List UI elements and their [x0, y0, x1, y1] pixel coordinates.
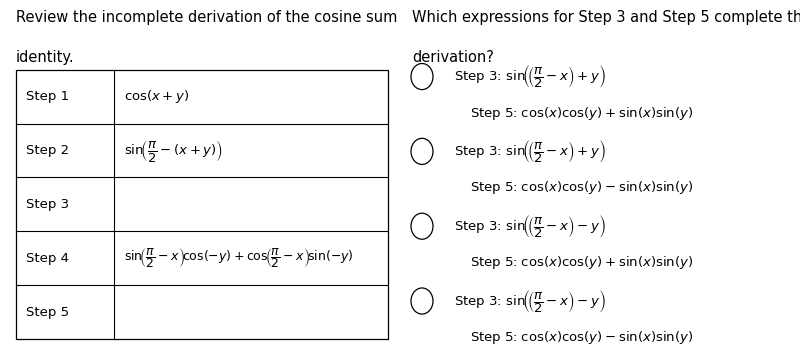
- Text: $\mathrm{sin}\!\left(\dfrac{\pi}{2} - x\right)\!\mathrm{cos}(-y) + \mathrm{cos}\: $\mathrm{sin}\!\left(\dfrac{\pi}{2} - x\…: [124, 246, 354, 270]
- Text: identity.: identity.: [16, 50, 74, 65]
- Text: Step 3: $\mathrm{sin}\!\left(\!\left(\dfrac{\pi}{2} - x\right) - y\right)$: Step 3: $\mathrm{sin}\!\left(\!\left(\df…: [454, 287, 606, 315]
- Text: Step 1: Step 1: [26, 90, 69, 103]
- Text: Step 3: Step 3: [26, 198, 69, 211]
- Text: Step 5: $\mathrm{cos}(x)\mathrm{cos}(y) - \mathrm{sin}(x)\mathrm{sin}(y)$: Step 5: $\mathrm{cos}(x)\mathrm{cos}(y) …: [470, 180, 694, 196]
- Text: Step 5: $\mathrm{cos}(x)\mathrm{cos}(y) + \mathrm{sin}(x)\mathrm{sin}(y)$: Step 5: $\mathrm{cos}(x)\mathrm{cos}(y) …: [470, 105, 694, 121]
- Text: Step 3: $\mathrm{sin}\!\left(\!\left(\dfrac{\pi}{2} - x\right) - y\right)$: Step 3: $\mathrm{sin}\!\left(\!\left(\df…: [454, 213, 606, 240]
- Text: Step 5: $\mathrm{cos}(x)\mathrm{cos}(y) + \mathrm{sin}(x)\mathrm{sin}(y)$: Step 5: $\mathrm{cos}(x)\mathrm{cos}(y) …: [470, 254, 694, 271]
- Text: $\mathrm{sin}\!\left(\dfrac{\pi}{2} - (x + y)\right)$: $\mathrm{sin}\!\left(\dfrac{\pi}{2} - (x…: [124, 137, 223, 164]
- Text: Review the incomplete derivation of the cosine sum: Review the incomplete derivation of the …: [16, 10, 398, 25]
- Text: $\mathrm{cos}(x + y)$: $\mathrm{cos}(x + y)$: [124, 88, 190, 105]
- Text: Step 3: $\mathrm{sin}\!\left(\!\left(\dfrac{\pi}{2} - x\right) + y\right)$: Step 3: $\mathrm{sin}\!\left(\!\left(\df…: [454, 63, 606, 90]
- Text: Step 2: Step 2: [26, 144, 69, 157]
- Text: Step 5: Step 5: [26, 306, 69, 319]
- Text: Step 3: $\mathrm{sin}\!\left(\!\left(\dfrac{\pi}{2} - x\right) + y\right)$: Step 3: $\mathrm{sin}\!\left(\!\left(\df…: [454, 138, 606, 165]
- Text: Step 4: Step 4: [26, 252, 69, 265]
- Text: derivation?: derivation?: [412, 50, 494, 65]
- Text: Step 5: $\mathrm{cos}(x)\mathrm{cos}(y) - \mathrm{sin}(x)\mathrm{sin}(y)$: Step 5: $\mathrm{cos}(x)\mathrm{cos}(y) …: [470, 329, 694, 346]
- Text: Which expressions for Step 3 and Step 5 complete the: Which expressions for Step 3 and Step 5 …: [412, 10, 800, 25]
- Bar: [16, 70, 388, 339]
